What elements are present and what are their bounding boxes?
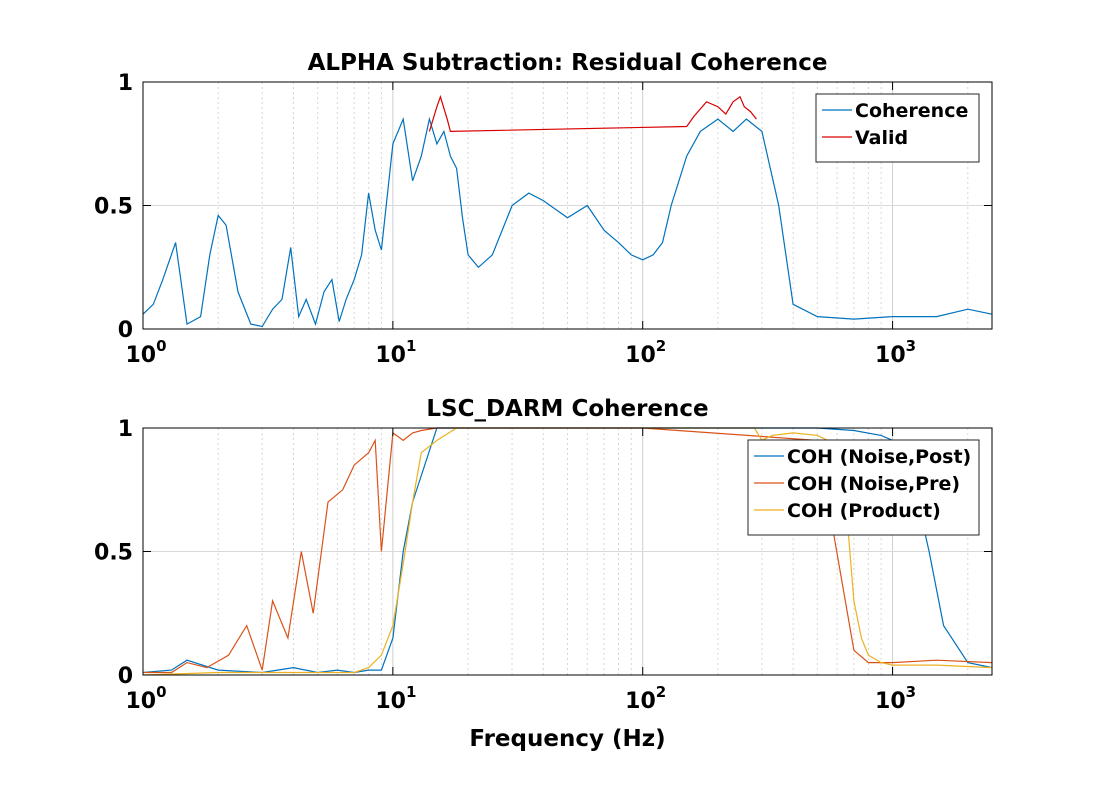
legend-label: Valid — [855, 127, 908, 149]
series-lines — [142, 94, 993, 328]
series-line-coherence — [142, 116, 993, 328]
y-tick-label: 1 — [118, 417, 133, 442]
bottom-chart-axes: 100 101 102 103 0 0.5 1 LSC_DARM Coherence Frequ… — [94, 396, 993, 752]
chart-title: ALPHA Subtraction: Residual Coherence — [308, 50, 828, 76]
legend: COH (Noise,Post) COH (Noise,Pre) COH (Prod… — [747, 439, 980, 536]
legend: Coherence Valid — [815, 93, 980, 163]
legend-box — [747, 439, 980, 536]
legend-label: COH (Noise,Pre) — [787, 473, 960, 495]
legend-label: Coherence — [855, 100, 968, 122]
x-tick-label: 101 — [375, 337, 416, 368]
x-tick-label: 102 — [625, 683, 666, 714]
y-tick-label: 0.5 — [94, 195, 133, 220]
x-tick-label: 103 — [875, 337, 916, 368]
y-tick-label: 0.5 — [94, 541, 133, 566]
x-tick-label: 103 — [875, 683, 916, 714]
x-tick-label: 102 — [625, 337, 666, 368]
x-tick-label: 100 — [125, 337, 166, 368]
chart-title: LSC_DARM Coherence — [426, 396, 708, 422]
legend-label: COH (Product) — [787, 500, 941, 522]
y-tick-label: 1 — [118, 71, 133, 96]
x-axis-label: Frequency (Hz) — [469, 726, 665, 752]
legend-box — [815, 93, 980, 163]
y-tick-label: 0 — [118, 318, 133, 343]
series-line-valid — [428, 94, 757, 133]
x-tick-label: 100 — [125, 683, 166, 714]
x-tick-label: 101 — [375, 683, 416, 714]
y-tick-label: 0 — [118, 664, 133, 689]
legend-label: COH (Noise,Post) — [787, 446, 971, 468]
top-chart-axes: 100 101 102 103 0 0.5 1 ALPHA Subtraction: Resi… — [94, 50, 993, 368]
